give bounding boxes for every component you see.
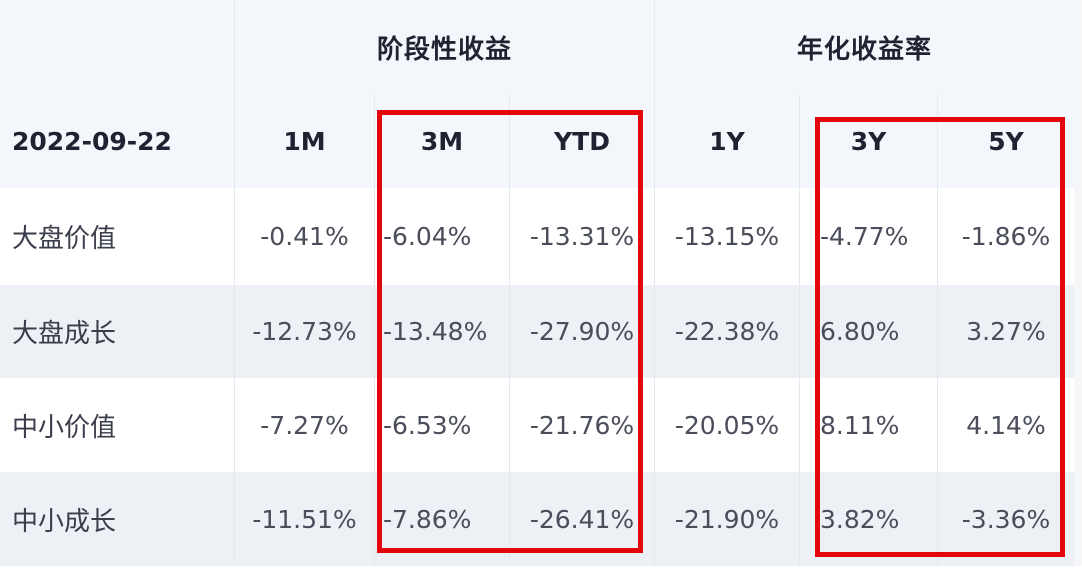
cell-1y: -21.90%: [655, 472, 800, 566]
cell-ytd: -21.76%: [510, 378, 655, 472]
group-header-row: 阶段性收益 年化收益率: [0, 0, 1074, 96]
cell-3m: -13.48%: [375, 285, 510, 378]
cell-3y: 6.80%: [800, 285, 938, 378]
right-margin: [1074, 0, 1082, 566]
empty-corner-cell: [0, 0, 235, 95]
cell-3m: -6.53%: [375, 378, 510, 472]
cell-3y: 8.11%: [800, 378, 938, 472]
cell-3m: -7.86%: [375, 472, 510, 566]
row-label: 大盘价值: [0, 188, 235, 285]
column-header-5y: 5Y: [988, 127, 1024, 156]
bottom-margin: [0, 566, 1082, 584]
column-header-3y: 3Y: [800, 95, 938, 188]
column-header-1m: 1M: [235, 95, 375, 188]
cell-1m: -11.51%: [235, 472, 375, 566]
cell-ytd: -27.90%: [510, 285, 655, 378]
row-label: 中小价值: [0, 378, 235, 472]
cell-1m: -7.27%: [235, 378, 375, 472]
date-header: 2022-09-22: [0, 95, 235, 188]
cell-5y: 3.27%: [966, 317, 1046, 346]
returns-table: 阶段性收益 年化收益率 2022-09-22 1M 3M YTD 1Y 3Y 5…: [0, 0, 1074, 566]
row-label: 中小成长: [0, 472, 235, 566]
column-header-1y: 1Y: [655, 95, 800, 188]
cell-5y: -1.86%: [961, 222, 1051, 251]
cell-3y: 3.82%: [800, 472, 938, 566]
group-header-annualized-returns: 年化收益率: [796, 35, 932, 65]
cell-1y: -20.05%: [655, 378, 800, 472]
cell-ytd: -13.31%: [510, 188, 655, 285]
cell-5y: -3.36%: [961, 504, 1051, 534]
table-row: 中小成长 -11.51% -7.86% -26.41% -21.90% 3.82…: [0, 472, 1074, 566]
cell-ytd: -26.41%: [510, 472, 655, 566]
column-header-row: 2022-09-22 1M 3M YTD 1Y 3Y 5Y: [0, 95, 1074, 188]
column-header-3m: 3M: [375, 95, 510, 188]
group-header-period-returns: 阶段性收益: [235, 0, 655, 95]
cell-1y: -13.15%: [655, 188, 800, 285]
cell-5y: 4.14%: [966, 410, 1046, 440]
cell-1m: -12.73%: [235, 285, 375, 378]
cell-1m: -0.41%: [235, 188, 375, 285]
column-header-ytd: YTD: [510, 95, 655, 188]
table-row: 中小价值 -7.27% -6.53% -21.76% -20.05% 8.11%…: [0, 378, 1074, 472]
cell-3m: -6.04%: [375, 188, 510, 285]
table-row: 大盘成长 -12.73% -13.48% -27.90% -22.38% 6.8…: [0, 285, 1074, 378]
cell-3y: -4.77%: [800, 188, 938, 285]
table-row: 大盘价值 -0.41% -6.04% -13.31% -13.15% -4.77…: [0, 188, 1074, 285]
row-label: 大盘成长: [0, 285, 235, 378]
cell-1y: -22.38%: [655, 285, 800, 378]
